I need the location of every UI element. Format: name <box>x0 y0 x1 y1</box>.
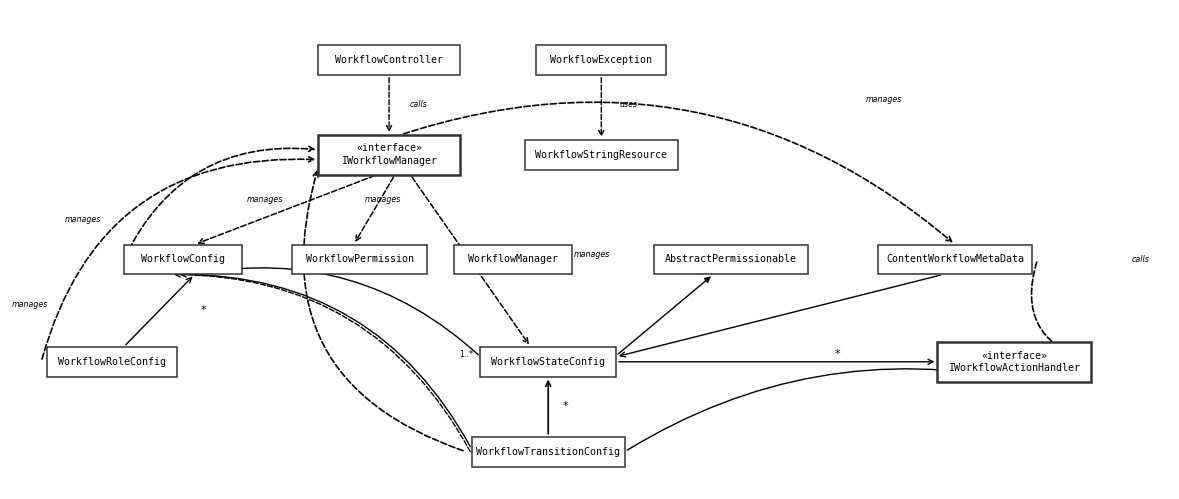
FancyBboxPatch shape <box>454 245 572 274</box>
Text: uses: uses <box>619 100 638 109</box>
Text: *: * <box>835 349 839 359</box>
Text: «interface»
IWorkflowActionHandler: «interface» IWorkflowActionHandler <box>948 351 1080 373</box>
Text: *: * <box>564 401 568 411</box>
FancyBboxPatch shape <box>291 245 427 274</box>
FancyBboxPatch shape <box>536 45 666 75</box>
Text: ContentWorkflowMetaData: ContentWorkflowMetaData <box>885 254 1025 264</box>
Text: «interface»
IWorkflowManager: «interface» IWorkflowManager <box>341 144 437 166</box>
Text: WorkflowRoleConfig: WorkflowRoleConfig <box>58 357 166 367</box>
FancyBboxPatch shape <box>472 437 625 467</box>
FancyBboxPatch shape <box>47 347 177 377</box>
FancyBboxPatch shape <box>318 45 460 75</box>
Text: WorkflowStringResource: WorkflowStringResource <box>535 150 667 160</box>
Text: manages: manages <box>12 300 48 309</box>
Text: WorkflowController: WorkflowController <box>335 55 443 65</box>
Text: manages: manages <box>574 250 610 259</box>
Text: WorkflowException: WorkflowException <box>551 55 652 65</box>
Text: WorkflowConfig: WorkflowConfig <box>140 254 225 264</box>
Text: AbstractPermissionable: AbstractPermissionable <box>665 254 797 264</box>
FancyBboxPatch shape <box>318 135 460 175</box>
FancyBboxPatch shape <box>124 245 242 274</box>
Text: WorkflowManager: WorkflowManager <box>468 254 558 264</box>
Text: WorkflowTransitionConfig: WorkflowTransitionConfig <box>476 447 620 457</box>
Text: calls: calls <box>409 100 428 109</box>
Text: WorkflowPermission: WorkflowPermission <box>305 254 414 264</box>
Text: *: * <box>202 305 206 315</box>
FancyBboxPatch shape <box>480 347 615 377</box>
FancyBboxPatch shape <box>937 342 1091 382</box>
Text: calls: calls <box>1132 255 1150 264</box>
Text: 1..*: 1..* <box>459 350 473 359</box>
FancyBboxPatch shape <box>878 245 1032 274</box>
Text: WorkflowStateConfig: WorkflowStateConfig <box>492 357 605 367</box>
FancyBboxPatch shape <box>654 245 808 274</box>
Text: manages: manages <box>248 195 283 204</box>
Text: manages: manages <box>365 195 401 204</box>
Text: manages: manages <box>65 215 101 224</box>
FancyBboxPatch shape <box>525 140 678 170</box>
Text: manages: manages <box>867 95 902 104</box>
